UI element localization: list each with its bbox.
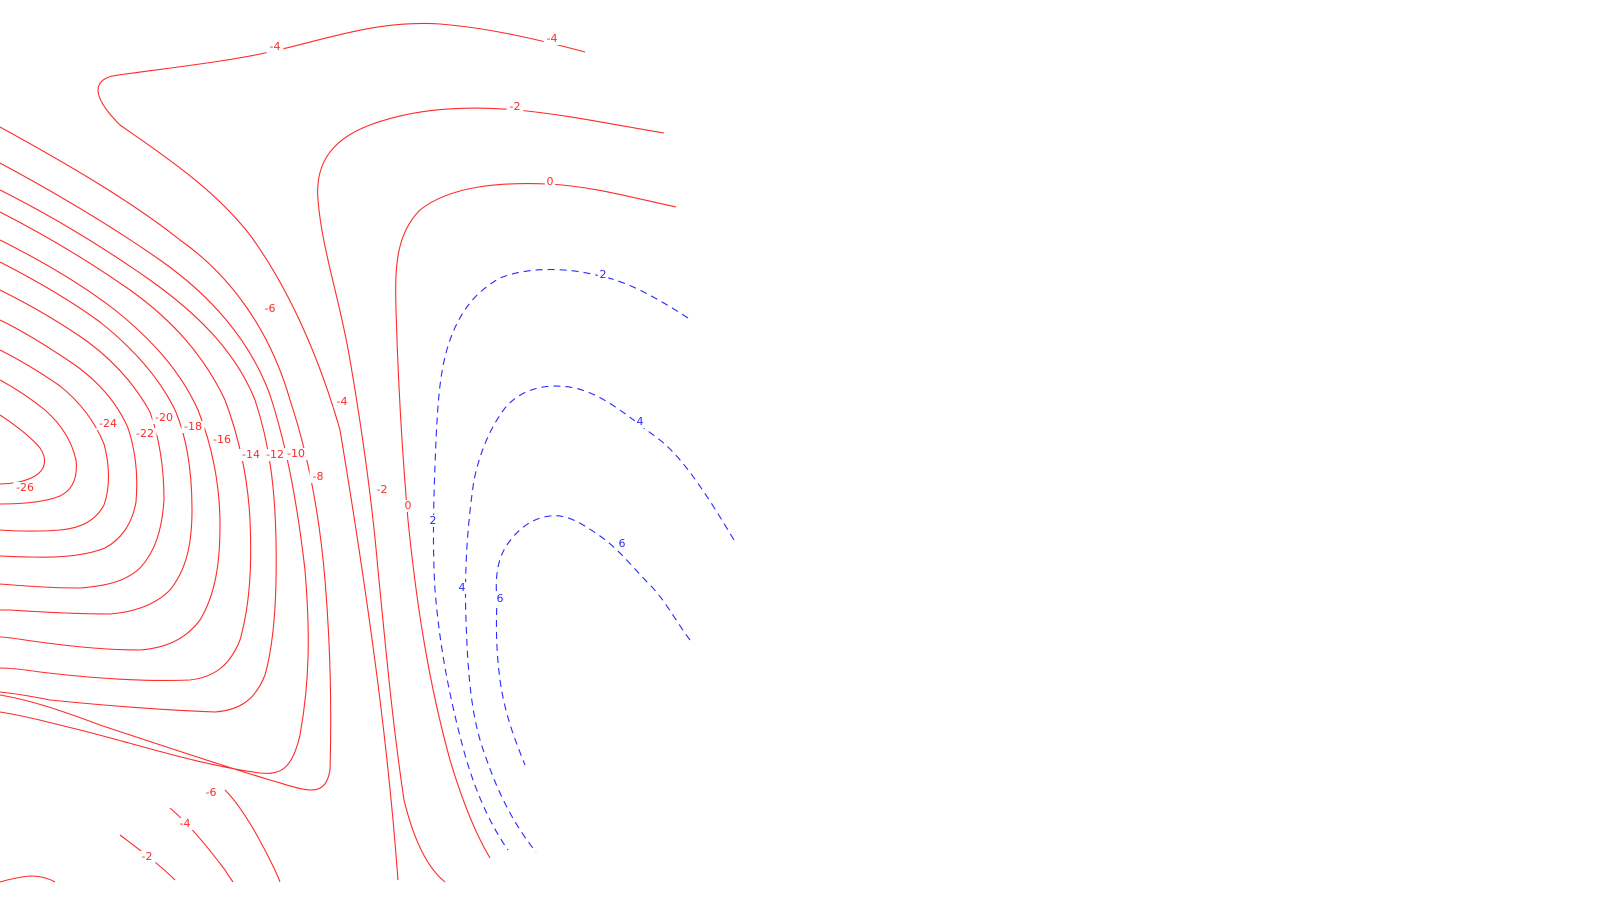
contour-label-background bbox=[152, 412, 176, 424]
contour-label-background bbox=[544, 176, 556, 188]
contour-label-background bbox=[239, 449, 263, 461]
contour-line-minus2 bbox=[317, 107, 665, 883]
contour-label-background bbox=[506, 101, 524, 113]
contour-label-background bbox=[263, 449, 287, 461]
contour-label: -6 bbox=[206, 786, 217, 799]
contour-label: -12 bbox=[266, 448, 284, 461]
contour-label: -4 bbox=[180, 817, 191, 830]
contour-label-background bbox=[181, 421, 205, 433]
contour-label-background bbox=[309, 471, 327, 483]
contour-label: 4 bbox=[459, 581, 466, 594]
contour-label: 2 bbox=[430, 514, 437, 527]
contour-line-minus18 bbox=[0, 289, 165, 589]
contour-label: 0 bbox=[547, 175, 554, 188]
contour-label-background bbox=[634, 416, 646, 428]
contour-label: -20 bbox=[155, 411, 173, 424]
contour-label: 2 bbox=[600, 268, 607, 281]
contour-label-background bbox=[202, 787, 220, 799]
contour-line-minus12 bbox=[0, 211, 252, 682]
contour-label-background bbox=[266, 41, 284, 53]
contour-label: -4 bbox=[270, 40, 281, 53]
contour-label: -22 bbox=[136, 427, 154, 440]
contour-label-background bbox=[261, 303, 279, 315]
contour-label-background bbox=[133, 428, 157, 440]
contour-label: -6 bbox=[265, 302, 276, 315]
contour-lines bbox=[0, 22, 735, 883]
contour-label: 6 bbox=[497, 592, 504, 605]
contour-line-minus20 bbox=[0, 319, 138, 558]
contour-line-0 bbox=[0, 875, 56, 883]
contour-label-background bbox=[597, 269, 609, 281]
contour-line-minus4 bbox=[97, 22, 586, 881]
contour-label-background bbox=[333, 396, 351, 408]
contour-line-4 bbox=[464, 385, 735, 853]
contour-line-minus8 bbox=[0, 162, 309, 774]
contour-line-2 bbox=[432, 269, 689, 851]
contour-label: -2 bbox=[142, 850, 153, 863]
contour-label-background bbox=[616, 538, 628, 550]
contour-label: -2 bbox=[377, 483, 388, 496]
contour-line-minus6 bbox=[0, 126, 332, 791]
contour-label-background bbox=[96, 418, 120, 430]
contour-label-background bbox=[402, 500, 414, 512]
contour-line-minus10 bbox=[0, 189, 277, 713]
contour-label-background bbox=[210, 434, 234, 446]
contour-label-background bbox=[373, 484, 391, 496]
contour-label: 4 bbox=[637, 415, 644, 428]
contour-label-background bbox=[456, 582, 468, 594]
contour-line-minus14 bbox=[0, 239, 221, 651]
contour-line-minus24 bbox=[0, 379, 77, 505]
contour-line-minus22 bbox=[0, 349, 110, 532]
contour-label: -4 bbox=[337, 395, 348, 408]
contour-label: -8 bbox=[313, 470, 324, 483]
contour-label: -18 bbox=[184, 420, 202, 433]
contour-label: -10 bbox=[287, 447, 305, 460]
contour-label-background bbox=[494, 593, 506, 605]
contour-label: -26 bbox=[16, 481, 34, 494]
contour-line-minus26 bbox=[0, 414, 46, 485]
contour-label-background bbox=[176, 818, 194, 830]
contour-label: 0 bbox=[405, 499, 412, 512]
contour-line-minus16 bbox=[0, 261, 193, 615]
contour-line-minus6 bbox=[224, 789, 281, 883]
contour-label-background bbox=[427, 515, 439, 527]
contour-label-background bbox=[13, 482, 37, 494]
contour-labels: -4-4-20246-6-4-20246-26-24-22-20-18-16-1… bbox=[13, 32, 646, 863]
contour-label-background bbox=[138, 851, 156, 863]
contour-label-background bbox=[284, 448, 308, 460]
contour-label: -24 bbox=[99, 417, 117, 430]
contour-label: -2 bbox=[510, 100, 521, 113]
contour-line-6 bbox=[495, 515, 691, 766]
contour-label: 6 bbox=[619, 537, 626, 550]
contour-label: -4 bbox=[547, 32, 558, 45]
contour-label: -14 bbox=[242, 448, 260, 461]
contour-label: -16 bbox=[213, 433, 231, 446]
contour-label-background bbox=[543, 33, 561, 45]
